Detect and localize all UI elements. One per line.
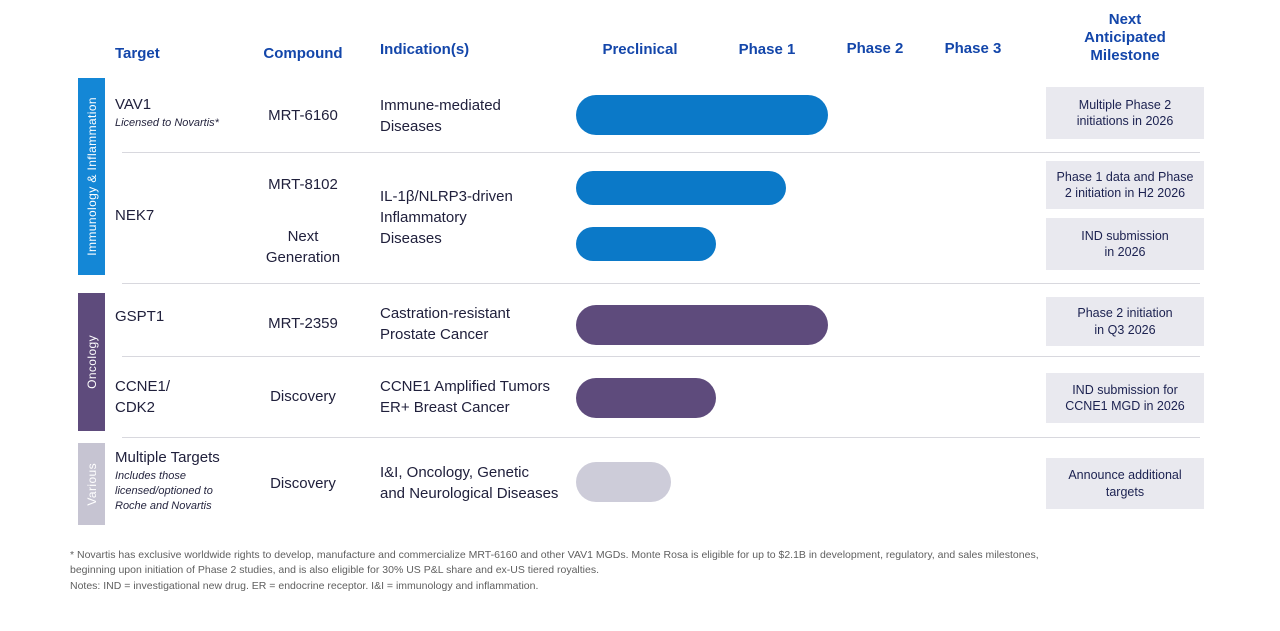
footnote-novartis-line1: * Novartis has exclusive worldwide right…: [70, 549, 1039, 561]
row-multiple-targets-target: Multiple Targets: [115, 449, 220, 466]
row-nek7-phase-bar-mrt8102: [576, 171, 786, 205]
row-multiple-targets-compound: Discovery: [270, 475, 336, 492]
row-ccne1-milestone: IND submission for CCNE1 MGD in 2026: [1046, 373, 1204, 423]
row-ccne1-target: CCNE1/ CDK2: [115, 378, 171, 416]
row-nek7-indication: IL-1β/NLRP3-driven Inflammatory Diseases: [380, 188, 513, 247]
col-header-target: Target: [115, 45, 160, 62]
row-gspt1-phase-bar: [576, 305, 828, 345]
row-vav1-indication: Immune-mediated Diseases: [380, 97, 501, 135]
group-label-various-text: Various: [84, 462, 99, 506]
row-vav1-target: VAV1: [115, 96, 152, 113]
col-header-preclinical: Preclinical: [602, 41, 678, 58]
group-label-oncology-text: Oncology: [84, 335, 99, 389]
row-ccne1-indication: CCNE1 Amplified Tumors ER+ Breast Cancer: [380, 378, 551, 416]
row-nek7-target: NEK7: [115, 207, 155, 224]
row-divider: [122, 152, 1200, 153]
row-multiple-targets-milestone: Announce additional targets: [1046, 458, 1204, 509]
row-ccne1-phase-bar: [576, 378, 716, 418]
row-vav1-milestone: Multiple Phase 2 initiations in 2026: [1046, 87, 1204, 139]
col-header-indication: Indication(s): [380, 41, 470, 58]
group-label-oncology: Oncology: [78, 293, 105, 431]
footnote-novartis-line2: beginning upon initiation of Phase 2 stu…: [70, 564, 600, 576]
row-nek7-compound-mrt8102: MRT-8102: [268, 176, 338, 193]
group-label-immunology-inflammation: Immunology & Inflammation: [78, 78, 105, 275]
footnote-definitions: Notes: IND = investigational new drug. E…: [70, 580, 539, 592]
row-multiple-targets-note: Includes those licensed/optioned to Roch…: [115, 470, 213, 512]
col-header-phase2: Phase 2: [846, 40, 904, 57]
row-nek7-milestone-mrt8102: Phase 1 data and Phase 2 initiation in H…: [1046, 161, 1204, 209]
row-divider: [122, 437, 1200, 438]
row-divider: [122, 356, 1200, 357]
group-label-immunology-inflammation-text: Immunology & Inflammation: [84, 97, 99, 256]
col-header-phase3: Phase 3: [944, 40, 1002, 57]
row-gspt1-indication: Castration-resistant Prostate Cancer: [380, 305, 511, 343]
col-header-phase1: Phase 1: [738, 41, 796, 58]
row-divider: [122, 283, 1200, 284]
row-vav1-target-note: Licensed to Novartis*: [115, 117, 219, 129]
group-label-various: Various: [78, 443, 105, 525]
row-multiple-targets-phase-bar: [576, 462, 671, 502]
row-gspt1-compound: MRT-2359: [268, 315, 338, 332]
row-nek7-phase-bar-next-generation: [576, 227, 716, 261]
row-gspt1-target: GSPT1: [115, 308, 165, 325]
row-nek7-compound-next-generation: Next Generation: [265, 228, 341, 266]
row-gspt1-milestone: Phase 2 initiation in Q3 2026: [1046, 297, 1204, 346]
row-vav1-compound: MRT-6160: [268, 107, 338, 124]
row-vav1-phase-bar: [576, 95, 828, 135]
col-header-next-milestone: Next Anticipated Milestone: [1084, 11, 1166, 64]
row-multiple-targets-indication: I&I, Oncology, Genetic and Neurological …: [380, 464, 559, 502]
row-ccne1-compound: Discovery: [270, 388, 336, 405]
row-nek7-milestone-next-generation: IND submission in 2026: [1046, 218, 1204, 270]
col-header-compound: Compound: [263, 45, 343, 62]
